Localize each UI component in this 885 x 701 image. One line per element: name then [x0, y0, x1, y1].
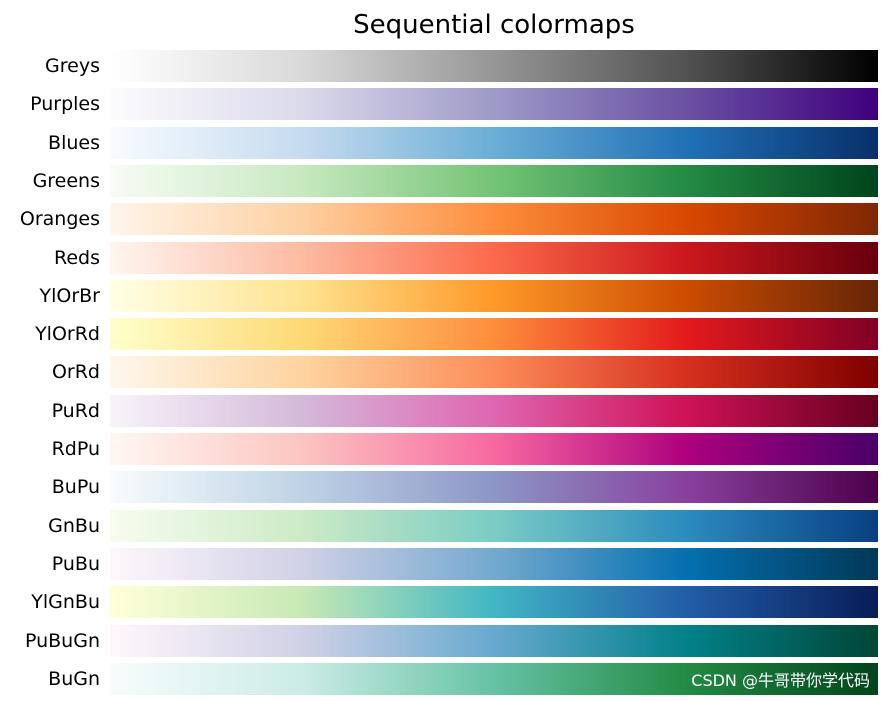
colormap-bar	[110, 356, 878, 388]
colormap-bar	[110, 203, 878, 235]
colormap-label: BuGn	[48, 668, 100, 690]
colormap-label: Oranges	[19, 208, 100, 230]
colormap-bar	[110, 471, 878, 503]
colormap-label: Blues	[48, 132, 100, 154]
colormap-label: PuBu	[51, 553, 100, 575]
colormap-bar	[110, 395, 878, 427]
colormap-bar	[110, 318, 878, 350]
colormap-bar	[110, 663, 878, 695]
colormap-bar	[110, 548, 878, 580]
colormap-label: Greys	[45, 55, 100, 77]
colormap-label: GnBu	[48, 515, 100, 537]
colormap-label: Greens	[32, 170, 100, 192]
colormap-label: YlGnBu	[31, 591, 100, 613]
colormap-label: OrRd	[51, 361, 100, 383]
chart-title: Sequential colormaps	[353, 10, 635, 40]
colormap-label: PuRd	[51, 400, 100, 422]
colormap-label: Purples	[30, 93, 100, 115]
colormap-bar	[110, 88, 878, 120]
colormap-bar	[110, 242, 878, 274]
watermark: CSDN @牛哥带你学代码	[691, 671, 870, 690]
colormap-bar	[110, 165, 878, 197]
colormap-label: YlOrRd	[35, 323, 100, 345]
colormap-label: BuPu	[51, 476, 100, 498]
colormap-bar	[110, 50, 878, 82]
colormap-bar	[110, 510, 878, 542]
colormap-label: YlOrBr	[39, 285, 101, 307]
colormap-bar	[110, 433, 878, 465]
colormap-bar	[110, 586, 878, 618]
colormap-bar	[110, 625, 878, 657]
colormap-bar	[110, 127, 878, 159]
colormap-label: RdPu	[51, 438, 100, 460]
colormap-label: PuBuGn	[24, 630, 100, 652]
colormap-label: Reds	[54, 247, 100, 269]
colormap-bar	[110, 280, 878, 312]
